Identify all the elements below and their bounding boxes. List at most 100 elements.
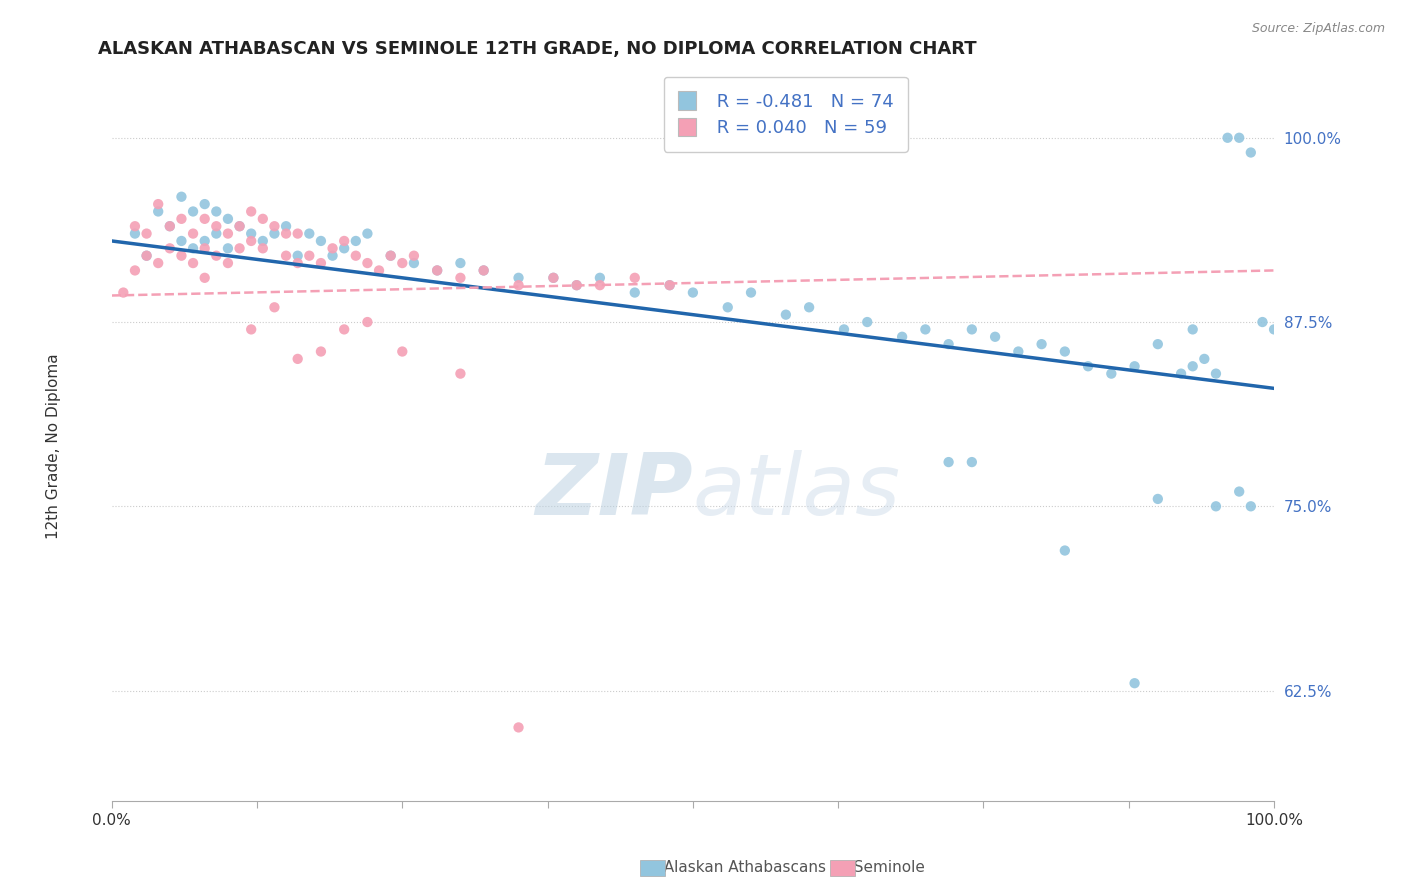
Point	[984, 330, 1007, 344]
Point	[240, 322, 263, 336]
Point	[333, 322, 356, 336]
Point	[135, 249, 157, 263]
Point	[891, 330, 914, 344]
Point	[426, 263, 449, 277]
Point	[274, 227, 297, 241]
Point	[426, 263, 449, 277]
Point	[287, 351, 309, 366]
Point	[914, 322, 936, 336]
Point	[449, 270, 471, 285]
Point	[589, 278, 612, 293]
Point	[832, 322, 855, 336]
Point	[356, 315, 378, 329]
Point	[1205, 367, 1227, 381]
Point	[181, 227, 204, 241]
Point	[1146, 337, 1168, 351]
Point	[960, 455, 983, 469]
Point	[240, 227, 263, 241]
Point	[402, 249, 425, 263]
Point	[1227, 130, 1250, 145]
Point	[263, 227, 285, 241]
Point	[1123, 676, 1146, 690]
Point	[1216, 130, 1239, 145]
Point	[298, 249, 321, 263]
Point	[1053, 344, 1076, 359]
Point	[287, 249, 309, 263]
Point	[623, 270, 645, 285]
Point	[543, 270, 565, 285]
Point	[322, 249, 344, 263]
Point	[287, 256, 309, 270]
Point	[717, 301, 740, 315]
Point	[170, 190, 193, 204]
Point	[217, 211, 239, 226]
Point	[159, 241, 181, 255]
Point	[623, 285, 645, 300]
Point	[1099, 367, 1122, 381]
Point	[159, 219, 181, 234]
Point	[589, 270, 612, 285]
Point	[205, 219, 228, 234]
Point	[228, 219, 250, 234]
Point	[658, 278, 681, 293]
Text: Source: ZipAtlas.com: Source: ZipAtlas.com	[1251, 22, 1385, 36]
Point	[380, 249, 402, 263]
Point	[148, 204, 170, 219]
Point	[194, 211, 217, 226]
Point	[938, 337, 960, 351]
Text: Alaskan Athabascans: Alaskan Athabascans	[654, 860, 825, 874]
Point	[205, 249, 228, 263]
Point	[402, 256, 425, 270]
Text: atlas: atlas	[693, 450, 901, 533]
Point	[148, 197, 170, 211]
Point	[252, 241, 274, 255]
Text: ZIP: ZIP	[536, 450, 693, 533]
Point	[449, 367, 471, 381]
Text: 12th Grade, No Diploma: 12th Grade, No Diploma	[46, 353, 60, 539]
Text: ALASKAN ATHABASCAN VS SEMINOLE 12TH GRADE, NO DIPLOMA CORRELATION CHART: ALASKAN ATHABASCAN VS SEMINOLE 12TH GRAD…	[98, 40, 977, 58]
Point	[1077, 359, 1099, 374]
Point	[368, 263, 391, 277]
Point	[472, 263, 495, 277]
Point	[181, 204, 204, 219]
Point	[124, 263, 146, 277]
Point	[135, 249, 157, 263]
Point	[194, 241, 217, 255]
Point	[322, 241, 344, 255]
Point	[309, 234, 332, 248]
Point	[217, 256, 239, 270]
Point	[1227, 484, 1250, 499]
Point	[797, 301, 820, 315]
Point	[380, 249, 402, 263]
Point	[1240, 500, 1263, 514]
Point	[1251, 315, 1274, 329]
Point	[217, 241, 239, 255]
Point	[333, 241, 356, 255]
Point	[565, 278, 588, 293]
Point	[298, 227, 321, 241]
Point	[194, 197, 217, 211]
Point	[508, 721, 530, 735]
Point	[1194, 351, 1216, 366]
Point	[344, 234, 367, 248]
Point	[263, 301, 285, 315]
Point	[252, 234, 274, 248]
Point	[856, 315, 879, 329]
Point	[181, 241, 204, 255]
Point	[1240, 145, 1263, 160]
Point	[938, 455, 960, 469]
Point	[1181, 322, 1204, 336]
Point	[1031, 337, 1053, 351]
Point	[356, 256, 378, 270]
Point	[333, 234, 356, 248]
Point	[240, 204, 263, 219]
Point	[205, 227, 228, 241]
Point	[309, 344, 332, 359]
Point	[274, 249, 297, 263]
Point	[274, 219, 297, 234]
Point	[658, 278, 681, 293]
Point	[124, 227, 146, 241]
Point	[1007, 344, 1029, 359]
Point	[252, 211, 274, 226]
Point	[217, 227, 239, 241]
